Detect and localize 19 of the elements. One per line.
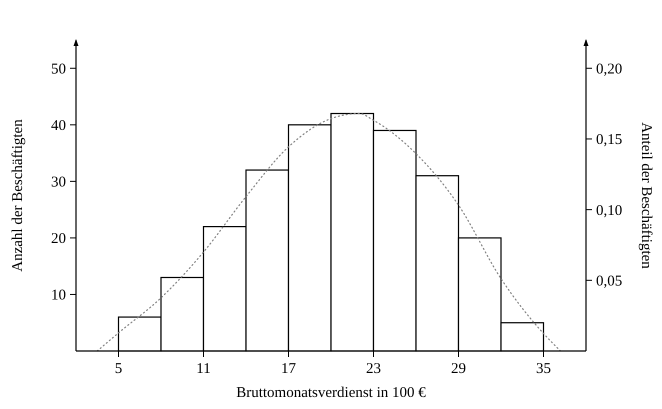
y-tick-label: 20 <box>51 231 66 248</box>
y2-tick-label: 0,10 <box>596 202 622 219</box>
y2-tick-label: 0,05 <box>596 274 622 290</box>
y2-axis-title: Anteil der Beschäftigten <box>638 122 654 270</box>
x-tick-label: 29 <box>451 361 466 377</box>
x-tick-label: 35 <box>536 361 551 377</box>
y-tick-label: 50 <box>51 62 66 78</box>
x-axis-title: Bruttomonatsverdienst in 100 € <box>236 385 426 401</box>
y2-tick-label: 0,20 <box>596 62 622 78</box>
y2-tick-label: 0,15 <box>596 132 622 148</box>
x-tick-label: 23 <box>366 361 381 377</box>
y-tick-label: 10 <box>51 288 66 304</box>
x-tick-label: 11 <box>196 361 211 377</box>
x-tick-label: 5 <box>114 361 122 377</box>
x-tick-label: 17 <box>281 361 296 377</box>
y-tick-label: 30 <box>51 174 66 191</box>
y-tick-label: 40 <box>51 118 66 134</box>
y-axis-title: Anzahl der Beschäftigten <box>10 118 26 272</box>
line-series <box>96 112 562 352</box>
